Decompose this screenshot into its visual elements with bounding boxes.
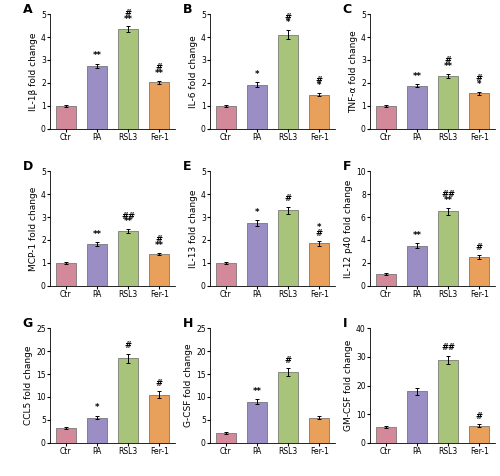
Text: *: *: [317, 223, 322, 232]
Bar: [438, 76, 458, 129]
Text: #: #: [476, 74, 482, 83]
Bar: [118, 29, 138, 129]
Text: #: #: [156, 235, 162, 244]
Bar: [376, 106, 396, 129]
Bar: [407, 86, 427, 129]
Text: **: **: [444, 62, 452, 71]
Y-axis label: TNF-α fold change: TNF-α fold change: [349, 30, 358, 113]
Bar: [216, 433, 236, 443]
Text: D: D: [22, 160, 33, 173]
Bar: [376, 274, 396, 286]
Bar: [278, 210, 298, 286]
Bar: [469, 426, 490, 443]
Text: **: **: [124, 15, 132, 23]
Text: #: #: [444, 56, 452, 65]
Bar: [469, 257, 490, 286]
Text: ##: ##: [121, 212, 135, 220]
Bar: [247, 85, 267, 129]
Text: G: G: [22, 317, 33, 330]
Y-axis label: IL-13 fold change: IL-13 fold change: [189, 189, 198, 268]
Bar: [87, 66, 107, 129]
Text: *: *: [254, 70, 259, 79]
Y-axis label: IL-6 fold change: IL-6 fold change: [189, 35, 198, 108]
Bar: [278, 35, 298, 129]
Bar: [247, 402, 267, 443]
Text: #: #: [476, 412, 482, 421]
Text: #: #: [316, 229, 322, 238]
Bar: [407, 246, 427, 286]
Y-axis label: IL-1β fold change: IL-1β fold change: [29, 32, 38, 110]
Bar: [469, 93, 490, 129]
Bar: [87, 417, 107, 443]
Bar: [309, 417, 330, 443]
Text: #: #: [156, 63, 162, 72]
Text: ##: ##: [441, 343, 455, 352]
Bar: [149, 254, 170, 286]
Text: *: *: [317, 81, 322, 90]
Bar: [278, 372, 298, 443]
Text: *: *: [286, 19, 290, 28]
Text: #: #: [476, 243, 482, 252]
Bar: [56, 106, 76, 129]
Bar: [56, 428, 76, 443]
Y-axis label: GM-CSF fold change: GM-CSF fold change: [344, 340, 354, 431]
Text: *: *: [477, 79, 482, 89]
Text: **: **: [92, 51, 102, 60]
Bar: [56, 263, 76, 286]
Y-axis label: CCL5 fold change: CCL5 fold change: [24, 346, 34, 426]
Text: **: **: [444, 196, 452, 205]
Text: H: H: [182, 317, 193, 330]
Text: **: **: [252, 387, 262, 396]
Bar: [247, 223, 267, 286]
Text: B: B: [182, 3, 192, 16]
Text: **: **: [412, 71, 422, 80]
Bar: [118, 358, 138, 443]
Text: *: *: [254, 208, 259, 217]
Bar: [309, 243, 330, 286]
Bar: [438, 360, 458, 443]
Y-axis label: MCP-1 fold change: MCP-1 fold change: [29, 186, 38, 271]
Text: ##: ##: [441, 190, 455, 199]
Bar: [376, 427, 396, 443]
Bar: [118, 231, 138, 286]
Text: #: #: [156, 378, 162, 387]
Bar: [309, 95, 330, 129]
Text: **: **: [412, 231, 422, 240]
Text: I: I: [342, 317, 347, 330]
Text: #: #: [284, 13, 292, 22]
Bar: [407, 391, 427, 443]
Text: **: **: [92, 230, 102, 239]
Bar: [87, 244, 107, 286]
Text: **: **: [154, 241, 164, 250]
Text: E: E: [182, 160, 191, 173]
Bar: [216, 263, 236, 286]
Text: **: **: [124, 218, 132, 226]
Text: #: #: [316, 76, 322, 85]
Text: #: #: [124, 9, 132, 18]
Bar: [149, 82, 170, 129]
Text: C: C: [342, 3, 351, 16]
Y-axis label: IL-12 p40 fold change: IL-12 p40 fold change: [344, 179, 354, 278]
Y-axis label: G-CSF fold change: G-CSF fold change: [184, 344, 194, 427]
Bar: [216, 106, 236, 129]
Text: *: *: [94, 403, 99, 412]
Bar: [149, 395, 170, 443]
Text: #: #: [124, 341, 132, 350]
Text: #: #: [284, 194, 292, 203]
Text: F: F: [342, 160, 351, 173]
Text: **: **: [154, 69, 164, 78]
Bar: [438, 211, 458, 286]
Text: A: A: [22, 3, 32, 16]
Text: #: #: [284, 356, 292, 365]
